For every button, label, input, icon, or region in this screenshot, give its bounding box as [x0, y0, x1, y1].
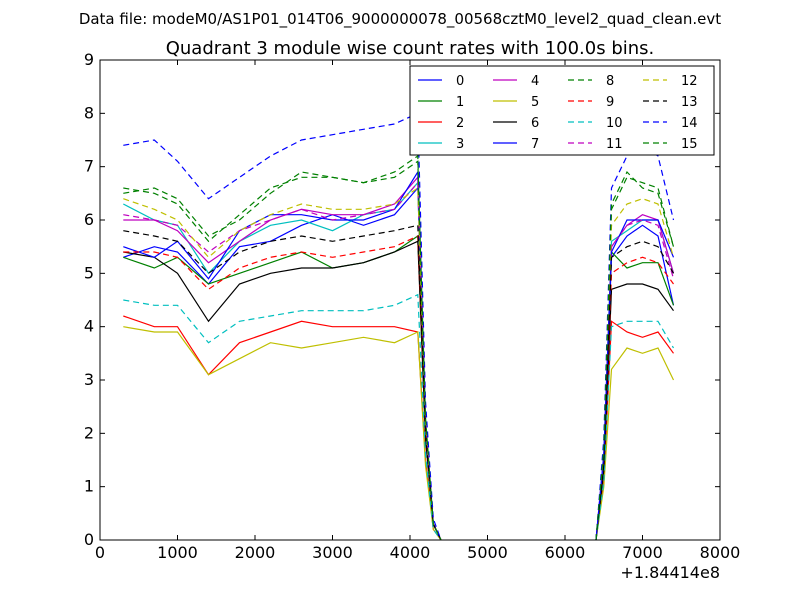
x-offset-label: +1.84414e8 — [620, 563, 720, 582]
plot-area — [123, 112, 675, 541]
series-10-line — [595, 320, 675, 541]
y-tick-label: 6 — [84, 210, 94, 229]
x-tick-label: 2000 — [235, 543, 276, 562]
series-8-line — [123, 154, 442, 541]
x-tick-label: 3000 — [312, 543, 353, 562]
legend-label: 10 — [606, 116, 623, 131]
legend-label: 7 — [531, 137, 539, 152]
legend-box — [409, 65, 715, 156]
legend-label: 13 — [681, 95, 698, 110]
x-tick-label: 8000 — [700, 543, 741, 562]
series-13-line — [595, 240, 675, 541]
y-tick-label: 4 — [84, 317, 94, 336]
x-tick-label: 6000 — [545, 543, 586, 562]
y-tick-label: 3 — [84, 370, 94, 389]
x-tick-label: 5000 — [467, 543, 508, 562]
series-2-line — [123, 315, 442, 541]
y-tick-label: 8 — [84, 103, 94, 122]
series-11-line — [123, 181, 442, 541]
series-10-line — [123, 293, 442, 541]
y-tick-label: 0 — [84, 530, 94, 549]
x-tick-label: 1000 — [157, 543, 198, 562]
x-tick-label: 7000 — [622, 543, 663, 562]
series-3-line — [123, 181, 442, 541]
y-tick-label: 2 — [84, 423, 94, 442]
legend-label: 9 — [606, 95, 614, 110]
legend-label: 11 — [606, 137, 623, 152]
legend-label: 3 — [456, 137, 464, 152]
series-15-line — [123, 160, 442, 541]
legend-label: 6 — [531, 116, 539, 131]
series-15-line — [595, 170, 675, 541]
chart-suptitle: Data file: modeM0/AS1P01_014T06_90000000… — [79, 10, 721, 29]
series-0-line — [123, 186, 442, 541]
series-14-line — [123, 112, 442, 541]
legend-label: 14 — [681, 116, 698, 131]
series-6-line — [595, 283, 674, 541]
x-tick-label: 4000 — [390, 543, 431, 562]
series-6-line — [123, 240, 442, 541]
legend-label: 8 — [606, 74, 614, 89]
legend-label: 5 — [531, 95, 539, 110]
chart-title: Quadrant 3 module wise count rates with … — [166, 38, 655, 59]
y-tick-label: 7 — [84, 157, 94, 176]
y-tick-label: 9 — [84, 50, 94, 69]
legend-label: 1 — [456, 95, 464, 110]
legend-label: 15 — [681, 137, 698, 152]
y-tick-label: 1 — [84, 477, 94, 496]
x-tick-label: 0 — [95, 543, 105, 562]
legend-label: 4 — [531, 74, 539, 89]
legend-label: 0 — [456, 74, 464, 89]
y-tick-label: 5 — [84, 263, 94, 282]
series-1-line — [123, 234, 442, 541]
axis-ticks: 0 1000 2000 3000 4000 5000 6000 7000 80000123456… — [84, 50, 741, 562]
legend-label: 2 — [456, 116, 464, 131]
legend-label: 12 — [681, 74, 698, 89]
series-5-line — [123, 326, 442, 541]
series-9-line — [123, 235, 442, 541]
series-5-line — [595, 347, 675, 541]
series-13-line — [123, 224, 442, 541]
series-12-line — [123, 186, 442, 541]
series-4-line — [123, 175, 442, 541]
